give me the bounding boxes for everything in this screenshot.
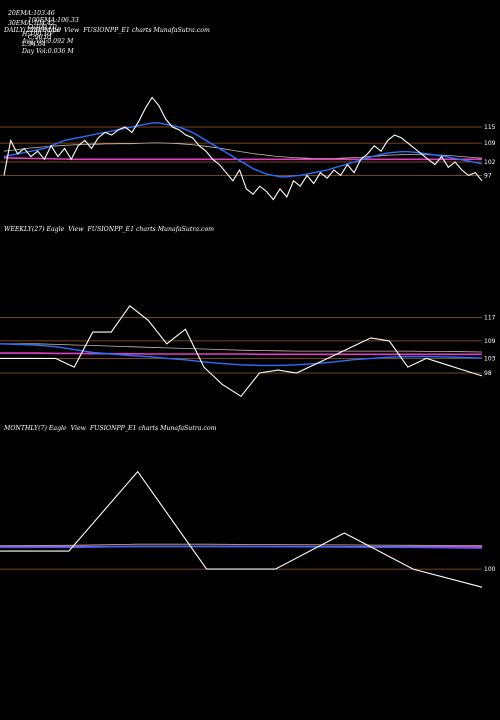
- ema30-value: 104.42: [33, 20, 55, 27]
- monthly-level-label-0: 100: [484, 566, 496, 573]
- daily-ema-fast-line: [3, 122, 483, 178]
- high-label: H:: [21, 31, 30, 38]
- daily-level-label-3: 97: [484, 172, 492, 179]
- open-value: 100.10: [35, 24, 57, 31]
- weekly-ema-slow-line: [0, 343, 483, 353]
- low-label: L:: [21, 41, 29, 48]
- weekly-level-label-1: 109: [484, 338, 496, 345]
- daily-ema-slow-line: [3, 142, 483, 159]
- weekly-level-label-3: 98: [484, 370, 492, 377]
- daily-level-label-1: 109: [484, 140, 496, 147]
- daily-price-line: [3, 96, 483, 201]
- avg-vol-value: 0.092 M: [47, 38, 74, 45]
- ema20-label: 20EMA:: [7, 10, 34, 17]
- weekly-ema-fast-line: [0, 343, 483, 367]
- monthly-chart-title: MONTHLY(7) Eagle View FUSIONPP_E1 charts…: [4, 425, 217, 432]
- header-row-2: 30EMA:104.42 200EMA:0 C:96.01 L:94.64 Da…: [4, 13, 74, 55]
- close-value: 96.01: [34, 34, 53, 41]
- close-label: C:: [27, 34, 35, 41]
- monthly-ema-fast-line: [0, 545, 483, 549]
- header-row-1: 20EMA:103.46 100EMA:106.33 O:100.10 H:10…: [4, 3, 79, 45]
- weekly-level-label-0: 117: [484, 315, 496, 322]
- weekly-pink-line: [0, 352, 482, 356]
- open-label: O:: [27, 24, 36, 31]
- day-vol-value: 0.036 M: [47, 48, 74, 55]
- daily-chart-title: DAILY(126) Eagle View FUSIONPP_E1 charts…: [4, 27, 210, 34]
- day-vol-label: Day Vol:: [21, 48, 48, 55]
- ema200-label: 200EMA:: [27, 27, 58, 34]
- monthly-price-line: [0, 470, 483, 588]
- weekly-level-label-2: 103: [484, 355, 496, 362]
- ema100-value: 106.33: [57, 17, 79, 24]
- high-value: 100.10: [29, 31, 52, 38]
- daily-level-label-2: 102: [484, 159, 496, 166]
- weekly-price-line: [0, 305, 483, 398]
- low-value: 94.64: [28, 41, 46, 48]
- ema20-value: 103.46: [33, 10, 55, 17]
- weekly-chart-title: WEEKLY(27) Eagle View FUSIONPP_E1 charts…: [4, 226, 215, 233]
- ema100-label: 100EMA:: [27, 17, 58, 24]
- ema30-label: 30EMA:: [7, 20, 34, 27]
- daily-pink-line: [4, 157, 482, 161]
- daily-level-label-0: 115: [484, 124, 496, 131]
- avg-vol-label: Avg Vol:: [21, 38, 48, 45]
- monthly-ema-slow-line: [0, 543, 483, 546]
- ema200-value: 0: [57, 27, 62, 34]
